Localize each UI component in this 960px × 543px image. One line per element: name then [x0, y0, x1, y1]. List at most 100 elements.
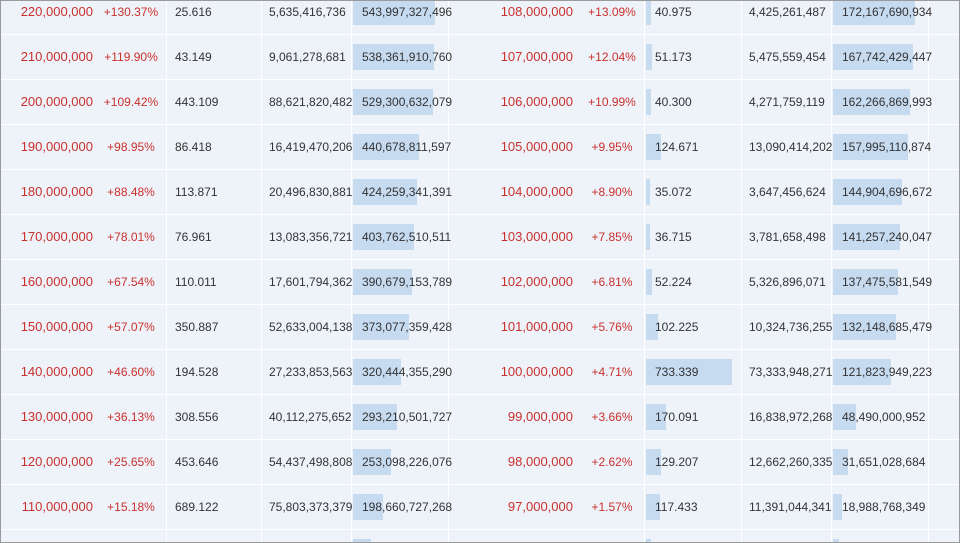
- value-cell: 35.072: [655, 185, 692, 199]
- volume-bar: [353, 1, 435, 25]
- value-cell: +7.85%: [591, 230, 633, 244]
- value-cell: 443.109: [175, 95, 219, 109]
- volume-bar: [646, 179, 651, 205]
- value-cell: +109.42%: [103, 95, 159, 109]
- price-cell: 99,000,000: [507, 409, 573, 424]
- volume-bar: [833, 314, 896, 340]
- value-cell: 52.224: [655, 275, 692, 289]
- price-cell: 107,000,000: [500, 49, 573, 64]
- value-cell: 129.207: [655, 455, 699, 469]
- value-cell: +8.90%: [591, 185, 633, 199]
- volume-bar: [353, 269, 412, 295]
- value-cell: 5,635,416,736: [269, 5, 346, 19]
- volume-bar: [833, 134, 909, 160]
- value-cell: 11,391,044,341: [749, 500, 832, 514]
- row-divider: [1, 169, 959, 170]
- value-cell: +36.13%: [107, 410, 155, 424]
- value-cell: 538,361,910,760: [362, 50, 453, 64]
- value-cell: +4.71%: [591, 365, 633, 379]
- price-cell: 108,000,000: [500, 4, 573, 19]
- value-cell: +13.09%: [588, 5, 636, 19]
- row-divider: [1, 439, 959, 440]
- volume-bar: [646, 269, 653, 295]
- value-cell: 733.339: [655, 365, 699, 379]
- price-cell: 200,000,000: [20, 94, 93, 109]
- partial-bar: [646, 539, 651, 542]
- price-cell: 100,000,000: [500, 364, 573, 379]
- value-cell: 16,838,972,268: [749, 410, 833, 424]
- column-divider: [928, 1, 929, 542]
- value-cell: +78.01%: [107, 230, 155, 244]
- value-cell: 113.871: [175, 185, 218, 199]
- value-cell: 75,803,373,379: [269, 500, 353, 514]
- value-cell: 253,098,226,076: [362, 455, 453, 469]
- value-cell: 141,257,240,047: [842, 230, 933, 244]
- value-cell: 198,660,727,268: [362, 500, 453, 514]
- value-cell: 73,333,948,271: [749, 365, 833, 379]
- price-cell: 105,000,000: [500, 139, 573, 154]
- price-cell: 160,000,000: [20, 274, 93, 289]
- volume-bar: [353, 224, 414, 250]
- row-divider: [1, 394, 959, 395]
- volume-bar: [646, 89, 651, 115]
- volume-bar: [646, 224, 651, 250]
- value-cell: 162,266,869,993: [842, 95, 933, 109]
- volume-bar: [646, 44, 652, 70]
- value-cell: +67.54%: [107, 275, 155, 289]
- value-cell: 52,633,004,138: [269, 320, 353, 334]
- value-cell: 9,061,278,681: [269, 50, 346, 64]
- row-divider: [1, 484, 959, 485]
- column-divider: [351, 1, 352, 542]
- row-divider: [1, 349, 959, 350]
- volume-bar: [353, 89, 433, 115]
- value-cell: 3,781,658,498: [749, 230, 826, 244]
- row-divider: [1, 34, 959, 35]
- row-divider: [1, 214, 959, 215]
- value-cell: 124.671: [655, 140, 699, 154]
- volume-bar: [833, 269, 899, 295]
- row-divider: [1, 79, 959, 80]
- value-cell: 12,662,260,335: [749, 455, 833, 469]
- value-cell: +6.81%: [591, 275, 633, 289]
- row-divider: [1, 124, 959, 125]
- value-cell: 529,300,632,079: [362, 95, 453, 109]
- volume-bar: [353, 449, 392, 475]
- value-cell: 543,997,327,496: [362, 5, 453, 19]
- price-cell: 97,000,000: [507, 499, 573, 514]
- value-cell: 110.011: [175, 275, 217, 289]
- value-cell: 689.122: [175, 500, 219, 514]
- value-cell: +3.66%: [591, 410, 633, 424]
- value-cell: +15.18%: [107, 500, 155, 514]
- value-cell: +5.76%: [591, 320, 633, 334]
- value-cell: 40.975: [655, 5, 692, 19]
- volume-bar: [646, 494, 660, 520]
- value-cell: 4,271,759,119: [749, 95, 825, 109]
- value-cell: 31,651,028,684: [842, 455, 926, 469]
- value-cell: 308.556: [175, 410, 219, 424]
- value-cell: +130.37%: [103, 5, 159, 19]
- value-cell: 17,601,794,362: [269, 275, 353, 289]
- value-cell: 5,326,896,071: [749, 275, 826, 289]
- value-cell: 40.300: [655, 95, 692, 109]
- price-cell: 130,000,000: [20, 409, 93, 424]
- row-divider: [1, 529, 959, 530]
- column-divider: [644, 1, 645, 542]
- price-cell: 190,000,000: [20, 139, 93, 154]
- value-cell: 453.646: [175, 455, 219, 469]
- value-cell: 424,259,341,391: [362, 185, 453, 199]
- value-cell: 76.961: [175, 230, 212, 244]
- value-cell: 102.225: [655, 320, 699, 334]
- value-cell: 403,762,510,511: [362, 230, 452, 244]
- value-cell: 13,090,414,202: [749, 140, 833, 154]
- value-cell: +119.90%: [104, 50, 158, 64]
- volume-bar: [646, 134, 661, 160]
- value-cell: 157,995,110,874: [842, 140, 932, 154]
- column-divider: [448, 1, 449, 542]
- partial-bar: [833, 539, 839, 542]
- volume-bar: [646, 1, 651, 25]
- price-cell: 104,000,000: [500, 184, 573, 199]
- value-cell: 3,647,456,624: [749, 185, 826, 199]
- value-cell: 144,904,696,672: [842, 185, 933, 199]
- volume-bar: [833, 89, 911, 115]
